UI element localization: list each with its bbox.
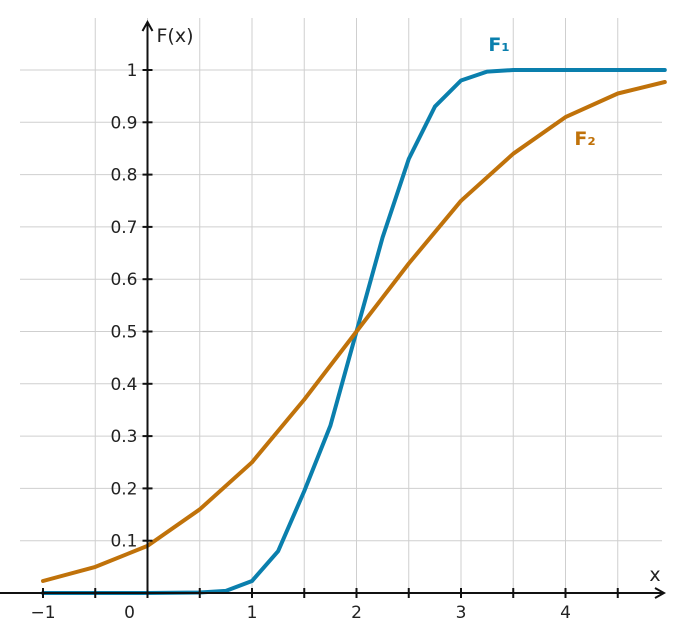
y-tick-label: 0.1 [110, 532, 137, 552]
x-tick-label: 0 [124, 603, 135, 623]
y-tick-label: 0.6 [110, 270, 137, 290]
x-tick-label: −1 [30, 603, 55, 623]
y-tick-label: 0.4 [110, 375, 137, 395]
y-tick-label: 0.2 [110, 479, 137, 499]
y-tick-label: 0.8 [110, 166, 137, 186]
x-axis-title: x [649, 564, 660, 586]
y-tick-label: 0.9 [110, 113, 137, 133]
x-tick-label: 3 [456, 603, 467, 623]
series-label-1: F₁ [488, 34, 509, 56]
x-tick-label: 1 [247, 603, 258, 623]
labels: −1 0 1 2 3 4 0.1 0.2 0.3 0.4 0.5 0.6 0.7 0.8 0.9 1 F(x) x… [30, 25, 660, 623]
y-tick-label: 1 [127, 61, 138, 81]
grid [20, 18, 662, 593]
y-tick-label: 0.3 [110, 427, 137, 447]
x-tick-label: 4 [560, 603, 571, 623]
axes [0, 22, 664, 598]
y-tick-label: 0.7 [110, 218, 137, 238]
y-tick-label: 0.5 [110, 323, 137, 343]
x-tick-label: 2 [351, 603, 362, 623]
y-axis-title: F(x) [157, 25, 194, 47]
series-label-2: F₂ [574, 128, 595, 150]
